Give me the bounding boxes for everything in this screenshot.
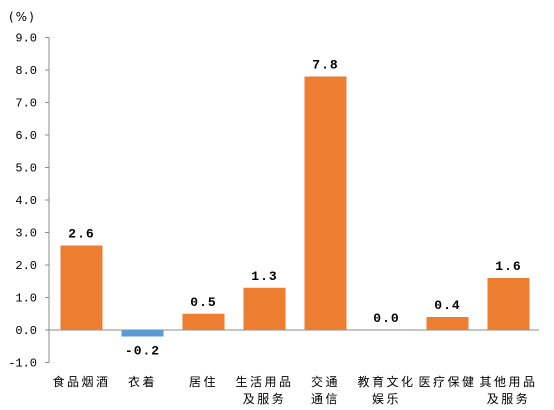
category-label: 衣着 [128, 374, 157, 389]
data-label: 2.6 [68, 227, 94, 242]
bar [121, 330, 164, 337]
y-tick-label: 0.0 [15, 324, 37, 338]
data-label: 0.5 [190, 295, 216, 310]
data-label: 7.8 [312, 58, 338, 73]
data-label: 0.4 [434, 298, 460, 313]
y-tick-label: 6.0 [15, 129, 37, 143]
bars [60, 76, 530, 337]
data-label: -0.2 [125, 344, 160, 359]
category-label: 教育文化娱乐 [357, 374, 415, 406]
y-tick-label: 1.0 [15, 292, 37, 306]
y-tick-label: -1.0 [8, 357, 37, 371]
y-tick-label: 5.0 [15, 162, 37, 176]
y-axis-unit-label: (%) [9, 10, 36, 24]
y-tick-label: 8.0 [15, 64, 37, 78]
y-tick-label: 2.0 [15, 259, 37, 273]
category-label: 医疗保健 [418, 375, 476, 389]
y-tick-label: 7.0 [15, 97, 37, 111]
data-label: 0.0 [373, 311, 399, 326]
bar [304, 76, 347, 330]
y-tick-label: 9.0 [15, 32, 37, 46]
y-tick-label: 4.0 [15, 194, 37, 208]
category-label: 食品烟酒 [52, 374, 110, 389]
bar [426, 317, 469, 330]
category-label: 其他用品及服务 [479, 375, 537, 406]
y-tick-label: 3.0 [15, 227, 37, 241]
bar [243, 287, 286, 330]
category-label: 交通通信 [311, 374, 340, 406]
data-label: 1.6 [495, 259, 521, 274]
bar [182, 313, 225, 330]
data-label: 1.3 [251, 269, 277, 284]
bar [60, 245, 103, 330]
category-label: 生活用品及服务 [235, 375, 293, 406]
bar [487, 278, 530, 330]
category-label: 居住 [189, 375, 218, 389]
data-labels: 2.6 -0.2 0.5 1.3 7.8 0.0 0.4 1.6 [68, 58, 521, 359]
